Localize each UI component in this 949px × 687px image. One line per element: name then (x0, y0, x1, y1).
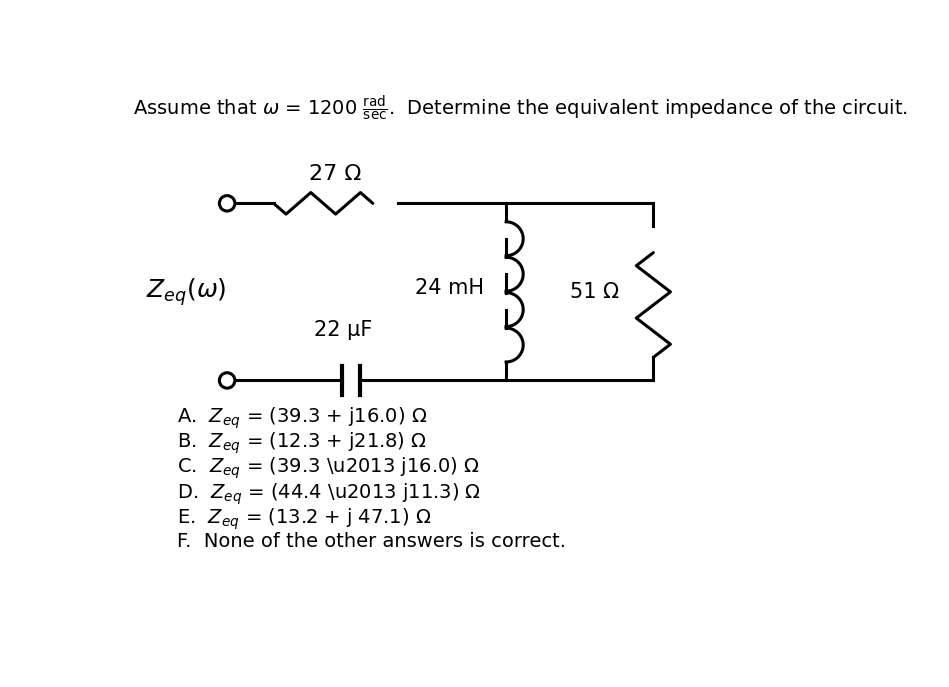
Text: B.  $Z_{eq}$ = (12.3 + j21.8) $\Omega$: B. $Z_{eq}$ = (12.3 + j21.8) $\Omega$ (177, 431, 426, 456)
Text: 22 μF: 22 μF (314, 320, 373, 340)
Text: 27 Ω: 27 Ω (309, 164, 362, 184)
Text: A.  $Z_{eq}$ = (39.3 + j16.0) $\Omega$: A. $Z_{eq}$ = (39.3 + j16.0) $\Omega$ (177, 405, 427, 431)
Text: E.  $Z_{eq}$ = (13.2 + j 47.1) $\Omega$: E. $Z_{eq}$ = (13.2 + j 47.1) $\Omega$ (177, 507, 431, 532)
Text: F.  None of the other answers is correct.: F. None of the other answers is correct. (177, 532, 566, 551)
Text: C.  $Z_{eq}$ = (39.3 \u2013 j16.0) $\Omega$: C. $Z_{eq}$ = (39.3 \u2013 j16.0) $\Omeg… (177, 456, 479, 482)
Text: $Z_{eq}(\omega)$: $Z_{eq}(\omega)$ (146, 276, 226, 308)
Text: 51 Ω: 51 Ω (569, 282, 619, 302)
Text: 24 mH: 24 mH (416, 278, 484, 298)
Text: D.  $Z_{eq}$ = (44.4 \u2013 j11.3) $\Omega$: D. $Z_{eq}$ = (44.4 \u2013 j11.3) $\Omeg… (177, 482, 481, 507)
Text: Assume that $\omega$ = 1200 $\frac{\mathrm{rad}}{\mathrm{sec}}$.  Determine the : Assume that $\omega$ = 1200 $\frac{\math… (133, 94, 907, 123)
